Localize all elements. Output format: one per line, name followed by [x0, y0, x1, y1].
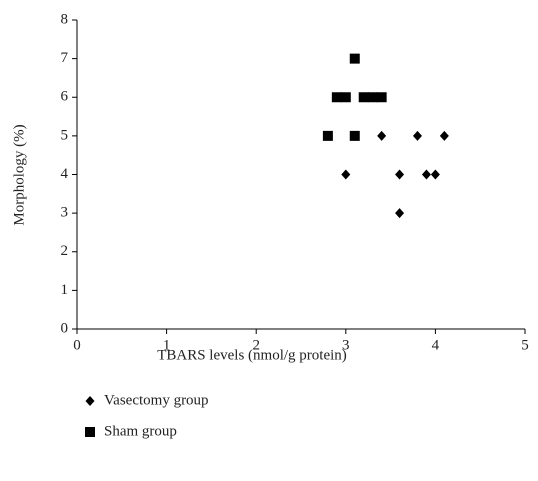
y-tick-label: 1: [61, 282, 69, 298]
y-tick-label: 6: [61, 89, 69, 105]
y-tick-label: 4: [61, 166, 69, 182]
square-marker: [85, 427, 95, 437]
square-marker: [367, 92, 378, 103]
x-tick-label: 5: [521, 337, 529, 353]
y-tick-label: 5: [61, 127, 69, 143]
diamond-marker: [377, 130, 387, 141]
diamond-marker: [341, 169, 351, 180]
diamond-marker: [439, 130, 449, 141]
legend-label: Sham group: [104, 423, 177, 439]
square-marker: [349, 53, 360, 64]
y-axis-label: Morphology (%): [11, 124, 27, 225]
x-tick-label: 1: [163, 337, 171, 353]
legend-label: Vasectomy group: [104, 392, 209, 408]
x-tick-label: 4: [432, 337, 440, 353]
y-tick-label: 8: [61, 11, 69, 27]
diamond-marker: [421, 169, 431, 180]
x-axis-label: TBARS levels (nmol/g protein): [157, 347, 347, 363]
diamond-marker: [85, 396, 95, 406]
diamond-marker: [430, 169, 440, 180]
square-marker: [322, 130, 333, 141]
square-marker: [376, 92, 387, 103]
y-tick-label: 7: [61, 50, 69, 66]
square-marker: [331, 92, 342, 103]
diamond-marker: [395, 208, 405, 219]
x-tick-label: 2: [252, 337, 260, 353]
y-tick-label: 0: [61, 320, 69, 336]
square-marker: [349, 130, 360, 141]
y-tick-label: 3: [61, 205, 69, 221]
x-tick-label: 0: [73, 337, 81, 353]
square-marker: [340, 92, 351, 103]
diamond-marker: [412, 130, 422, 141]
y-tick-label: 2: [61, 243, 69, 259]
x-tick-label: 3: [342, 337, 350, 353]
diamond-marker: [395, 169, 405, 180]
square-marker: [358, 92, 369, 103]
